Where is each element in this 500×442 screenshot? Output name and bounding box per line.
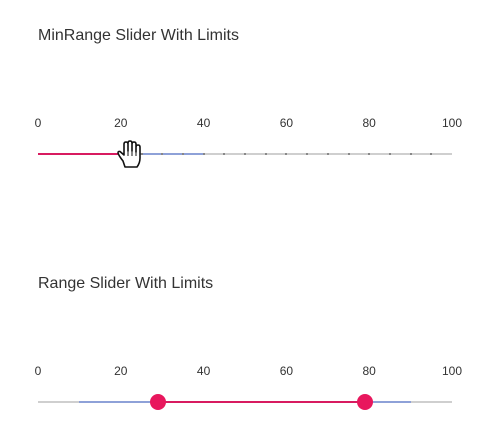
minrange-slider-title: MinRange Slider With Limits — [38, 27, 239, 45]
minrange-slider[interactable]: 0 20 40 60 80 100 — [38, 114, 452, 154]
slider-selected-range — [158, 401, 365, 403]
step-mark — [410, 153, 412, 155]
tick-label: 100 — [442, 116, 462, 130]
step-mark — [348, 153, 350, 155]
step-mark — [389, 153, 391, 155]
step-mark — [182, 153, 184, 155]
step-mark — [161, 153, 163, 155]
slider-thumb-end[interactable] — [357, 394, 373, 410]
tick-label: 20 — [114, 116, 127, 130]
tick-label: 40 — [197, 116, 210, 130]
tick-label: 80 — [363, 364, 376, 378]
range-slider[interactable]: 0 20 40 60 80 100 — [38, 362, 452, 402]
step-mark — [430, 153, 432, 155]
range-slider-title: Range Slider With Limits — [38, 275, 213, 293]
step-mark — [285, 153, 287, 155]
tick-label: 40 — [197, 364, 210, 378]
slider-thumb-start[interactable] — [150, 394, 166, 410]
step-mark — [223, 153, 225, 155]
tick-label: 60 — [280, 116, 293, 130]
tick-label: 60 — [280, 364, 293, 378]
step-mark — [368, 153, 370, 155]
tick-label: 80 — [363, 116, 376, 130]
tick-label: 100 — [442, 364, 462, 378]
step-mark — [141, 153, 143, 155]
tick-label: 20 — [114, 364, 127, 378]
tick-label: 0 — [35, 364, 42, 378]
slider-selected-range — [38, 153, 121, 155]
step-mark — [306, 153, 308, 155]
step-mark — [244, 153, 246, 155]
step-mark — [327, 153, 329, 155]
tick-label: 0 — [35, 116, 42, 130]
step-mark — [265, 153, 267, 155]
step-mark — [203, 153, 205, 155]
